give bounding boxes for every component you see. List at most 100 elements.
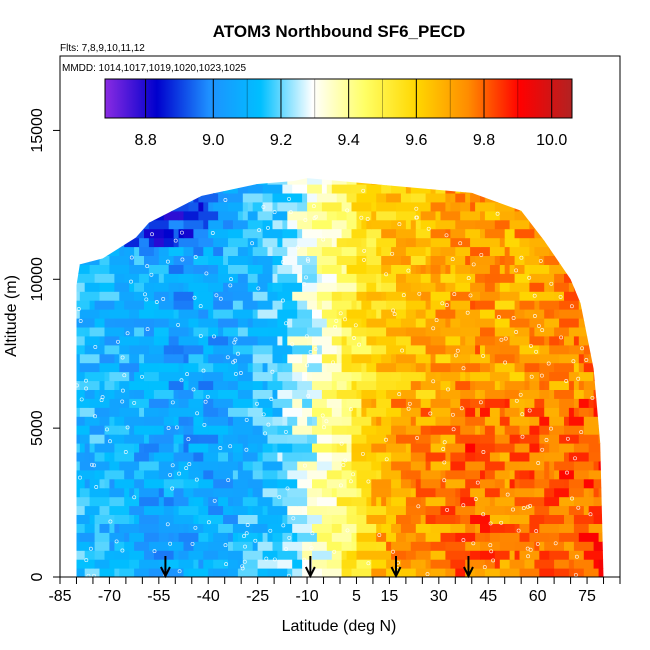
heatmap-cell: [203, 201, 209, 212]
heatmap-cell: [386, 407, 402, 417]
heatmap-cell: [578, 335, 590, 346]
sample-point: [440, 301, 445, 306]
heatmap-cell: [381, 246, 392, 256]
heatmap-cell: [549, 460, 555, 471]
heatmap-cell: [94, 532, 101, 542]
heatmap-cell: [420, 460, 427, 471]
heatmap-cell: [76, 416, 86, 426]
heatmap-cell: [573, 443, 590, 453]
colorbar-tick-label: 9.0: [202, 132, 224, 149]
heatmap-cell: [420, 273, 432, 283]
heatmap-cell: [440, 264, 446, 274]
heatmap-cell: [267, 178, 288, 185]
heatmap-cell: [228, 559, 239, 569]
heatmap-cell: [484, 416, 501, 426]
heatmap-cell: [376, 309, 382, 319]
heatmap-cell: [173, 487, 185, 498]
heatmap-cell: [425, 184, 432, 194]
heatmap-cell: [366, 282, 377, 292]
sample-point: [584, 358, 589, 362]
heatmap-cell: [410, 443, 432, 453]
heatmap-cell: [297, 291, 318, 301]
heatmap-cell: [168, 541, 185, 551]
heatmap-cell: [450, 452, 466, 462]
heatmap-cell: [346, 178, 358, 185]
sample-point: [203, 399, 208, 404]
heatmap-cell: [139, 362, 160, 373]
heatmap-cell: [84, 237, 91, 248]
heatmap-cell: [134, 452, 150, 462]
sample-point: [305, 257, 310, 262]
heatmap-cell: [504, 398, 511, 408]
heatmap-cell: [525, 157, 531, 167]
heatmap-cell: [94, 559, 110, 569]
heatmap-cell: [604, 345, 615, 355]
heatmap-cell: [588, 505, 604, 515]
heatmap-cell: [326, 469, 343, 480]
heatmap-cell: [277, 291, 293, 301]
heatmap-cell: [223, 434, 239, 444]
heatmap-cell: [336, 273, 358, 283]
heatmap-cell: [312, 318, 328, 328]
heatmap-cell: [119, 407, 140, 417]
heatmap-cell: [198, 192, 219, 203]
heatmap-cell: [252, 309, 259, 319]
heatmap-cell: [480, 309, 496, 319]
heatmap-cell: [519, 353, 540, 364]
heatmap-cell: [366, 318, 387, 328]
sample-point: [324, 419, 329, 424]
heatmap-cell: [524, 371, 530, 382]
heatmap-cell: [114, 300, 125, 310]
heatmap-cell: [445, 344, 461, 355]
heatmap-cell: [94, 273, 115, 283]
heatmap-cell: [430, 550, 446, 560]
heatmap-cell: [228, 192, 244, 203]
heatmap-cell: [153, 550, 175, 560]
heatmap-cell: [148, 273, 160, 283]
heatmap-cell: [381, 353, 392, 364]
heatmap-cell: [604, 434, 624, 444]
heatmap-cell: [445, 443, 466, 453]
sample-point: [168, 541, 173, 546]
heatmap-cell: [604, 550, 624, 560]
heatmap-cell: [371, 344, 387, 355]
sample-point: [304, 275, 308, 280]
heatmap-cell: [316, 192, 338, 203]
heatmap-cell: [144, 166, 159, 176]
heatmap-cell: [475, 201, 496, 212]
sample-point: [579, 430, 584, 435]
sample-point: [308, 350, 313, 354]
heatmap-cell: [198, 335, 209, 346]
heatmap-cell: [193, 487, 214, 498]
heatmap-cell: [430, 264, 442, 274]
heatmap-cell: [139, 407, 145, 417]
heatmap-cell: [257, 300, 273, 310]
sample-point: [442, 478, 447, 483]
sample-point: [390, 251, 395, 256]
heatmap-cell: [470, 178, 486, 185]
sample-point: [305, 363, 310, 368]
heatmap-cell: [559, 246, 570, 256]
heatmap-cell: [396, 335, 412, 346]
heatmap-cell: [218, 326, 224, 337]
heatmap-cell: [153, 184, 165, 194]
heatmap-cell: [282, 541, 303, 551]
sample-point: [391, 308, 396, 313]
heatmap-cell: [79, 353, 101, 364]
heatmap-cell: [539, 443, 545, 453]
flight-arrow-head: [160, 566, 171, 579]
heatmap-cell: [529, 192, 550, 203]
heatmap-cell: [430, 407, 451, 417]
heatmap-cell: [366, 452, 377, 462]
sample-point: [532, 314, 537, 318]
heatmap-cell: [489, 496, 496, 507]
sample-point: [333, 324, 338, 329]
heatmap-cell: [104, 389, 110, 399]
heatmap-cell: [346, 380, 353, 390]
heatmap-cell: [277, 237, 283, 248]
heatmap-cell: [609, 220, 629, 230]
sample-point: [565, 436, 570, 441]
heatmap-cell: [509, 318, 530, 328]
sample-point: [129, 255, 134, 260]
heatmap-cell: [435, 282, 441, 292]
